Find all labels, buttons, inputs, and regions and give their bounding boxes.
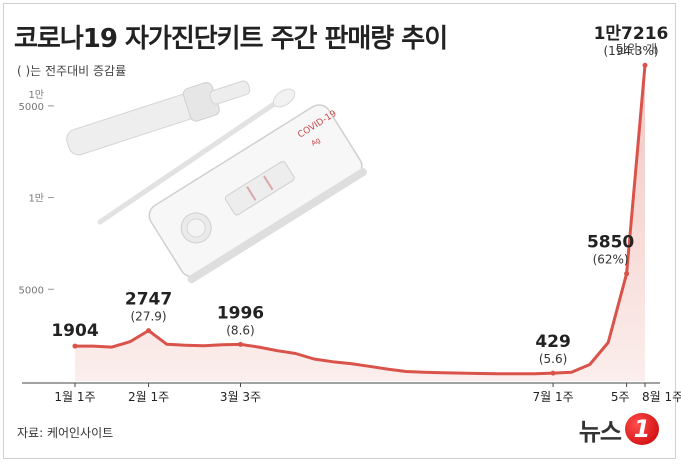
unit-label: 단위: 개 <box>616 42 657 56</box>
data-label-change: (194.3%) <box>603 44 658 58</box>
data-point <box>146 328 152 334</box>
x-tick-label: 2월 1주 <box>128 390 169 404</box>
data-labels: 1904 2747(27.9) 1996(8.6) 429(5.6) 5850(62%)… <box>51 24 669 376</box>
x-tick-label: 1월 1주 <box>54 390 95 404</box>
chart-subtitle: ( )는 전주대비 증감률 <box>17 64 127 78</box>
data-point <box>72 343 78 349</box>
x-axis: 1월 1주 2월 1주 3월 3주 7월 1주 5주 8월 1주 <box>54 383 681 404</box>
data-label-value: 1만7216 <box>594 24 669 44</box>
chart-title: 코로나19 자가진단키트 주간 판매량 추이 <box>14 24 448 54</box>
x-tick-label: 8월 1주 <box>642 390 681 404</box>
test-kit-illustration: COVID-19 Ag <box>66 80 367 284</box>
y-tick-label: 5000 <box>19 102 44 113</box>
data-point <box>624 271 630 277</box>
x-tick-label: 5주 <box>611 390 630 404</box>
y-tick-label: 1만 <box>28 89 44 101</box>
data-label-value: 1996 <box>217 303 264 323</box>
y-tick-label: 1만 <box>28 193 44 205</box>
logo-text: 뉴스 <box>578 417 622 446</box>
data-label-value: 1904 <box>51 321 98 341</box>
data-label-change: (62%) <box>593 253 629 267</box>
data-label-value: 5850 <box>587 233 634 253</box>
x-tick-label: 7월 1주 <box>532 390 573 404</box>
data-label-change: (27.9) <box>131 310 167 324</box>
series-line <box>73 63 647 376</box>
area-fill <box>75 65 645 381</box>
x-tick-label: 3월 3주 <box>220 390 261 404</box>
data-label-value: 429 <box>535 332 571 352</box>
source-note: 자료: 케어인사이트 <box>17 426 114 440</box>
y-tick-label: 5000 <box>19 285 44 296</box>
data-label-change: (5.6) <box>539 352 567 366</box>
logo-mark: 1 <box>625 413 659 445</box>
data-point <box>642 62 648 68</box>
news1-logo: 뉴스 1 <box>579 412 659 446</box>
data-point <box>550 370 556 376</box>
data-point <box>237 341 243 347</box>
data-label-change: (8.6) <box>226 323 254 337</box>
data-label-value: 2747 <box>125 290 172 310</box>
svg-text:Ag: Ag <box>310 136 322 148</box>
